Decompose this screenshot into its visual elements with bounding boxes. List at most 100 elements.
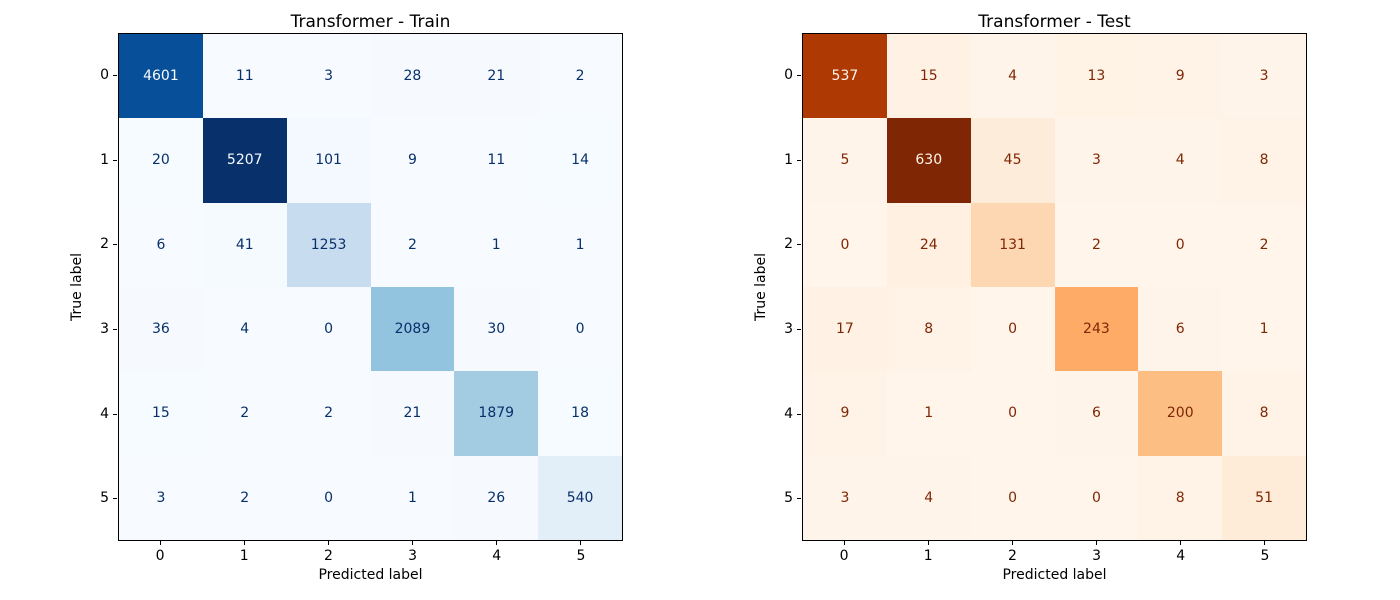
- cell-value: 4: [1008, 68, 1018, 85]
- cell-value: 1: [1259, 321, 1269, 338]
- y-tick-mark: [797, 328, 801, 330]
- cell-r2c5: 1: [538, 202, 622, 287]
- cell-r3c5: 1: [1222, 287, 1306, 372]
- cell-r2c0: 0: [803, 202, 887, 287]
- cell-r0c3: 28: [370, 34, 455, 119]
- cell-value: 2: [575, 68, 585, 85]
- cell-r4c4: 1879: [454, 371, 539, 456]
- cell-value: 21: [487, 68, 506, 85]
- cell-r0c0: 4601: [119, 34, 203, 119]
- cell-r5c0: 3: [803, 455, 887, 540]
- cell-r4c0: 9: [803, 371, 887, 456]
- cell-value: 15: [152, 405, 170, 422]
- cell-r0c3: 13: [1054, 34, 1139, 119]
- cell-value: 20: [152, 152, 170, 169]
- test-heatmap-grid: 537 15 4 13 9 3 5 630 45 3 4 8 0 24 131 2 0 2 17 8 0 243 6 1 9 1 0…: [803, 34, 1306, 540]
- cell-r3c0: 17: [803, 287, 887, 372]
- x-tick-label: 4: [1176, 548, 1186, 564]
- y-tick-label: 3: [100, 320, 109, 337]
- cell-r0c2: 3: [286, 34, 371, 119]
- cell-value: 2: [240, 405, 250, 422]
- y-tick-mark: [797, 413, 801, 415]
- cell-value: 0: [324, 489, 334, 506]
- cell-r3c3: 243: [1054, 287, 1139, 372]
- cell-r2c0: 6: [119, 202, 203, 287]
- y-tick-label: 4: [100, 405, 109, 422]
- test-yaxis-label: True label: [753, 252, 769, 322]
- cell-value: 0: [324, 321, 334, 338]
- cell-value: 8: [1175, 489, 1185, 506]
- y-tick-mark: [797, 498, 801, 500]
- cell-r1c4: 11: [454, 118, 539, 203]
- cell-r5c5: 51: [1222, 455, 1306, 540]
- x-tick-mark: [927, 541, 929, 545]
- x-tick-mark: [243, 541, 245, 545]
- x-tick-label: 3: [408, 548, 418, 564]
- cell-r5c2: 0: [286, 455, 371, 540]
- x-tick-mark: [1096, 541, 1098, 545]
- cell-value: 0: [1008, 321, 1018, 338]
- cell-value: 3: [324, 68, 334, 85]
- cell-r0c4: 9: [1138, 34, 1223, 119]
- cell-r4c5: 8: [1222, 371, 1306, 456]
- y-tick-label: 0: [784, 66, 793, 83]
- cell-r4c0: 15: [119, 371, 203, 456]
- cell-value: 9: [840, 405, 850, 422]
- cell-r3c5: 0: [538, 287, 622, 372]
- cell-r4c2: 2: [286, 371, 371, 456]
- cell-value: 537: [831, 68, 859, 85]
- cell-r1c0: 20: [119, 118, 203, 203]
- cell-r0c0: 537: [803, 34, 887, 119]
- y-tick-label: 5: [784, 490, 793, 507]
- cell-value: 4601: [143, 68, 179, 85]
- cell-value: 1: [407, 489, 417, 506]
- cell-value: 6: [156, 236, 166, 253]
- cell-r3c0: 36: [119, 287, 203, 372]
- y-tick-mark: [113, 159, 117, 161]
- cell-value: 1253: [310, 236, 347, 253]
- cell-value: 4: [924, 489, 934, 506]
- cell-r2c5: 2: [1222, 202, 1306, 287]
- y-tick-label: 4: [784, 405, 793, 422]
- cell-value: 51: [1255, 489, 1273, 506]
- cell-r2c3: 2: [1054, 202, 1139, 287]
- cell-r5c1: 4: [886, 455, 971, 540]
- cell-value: 8: [1259, 405, 1269, 422]
- cell-value: 1879: [478, 405, 515, 422]
- cell-r4c4: 200: [1138, 371, 1223, 456]
- cell-r5c3: 1: [370, 455, 455, 540]
- train-plot-title: Transformer - Train: [290, 12, 451, 32]
- cell-value: 11: [235, 68, 254, 85]
- cell-value: 3: [1091, 152, 1101, 169]
- cell-value: 4: [240, 321, 250, 338]
- cell-r4c1: 1: [886, 371, 971, 456]
- cell-r2c4: 0: [1138, 202, 1223, 287]
- cell-value: 8: [1259, 152, 1269, 169]
- x-tick-label: 2: [323, 548, 333, 564]
- cell-value: 30: [487, 321, 506, 338]
- cell-value: 0: [1175, 236, 1185, 253]
- y-tick-label: 0: [100, 66, 109, 83]
- x-tick-mark: [1264, 541, 1266, 545]
- cell-r2c1: 24: [886, 202, 971, 287]
- x-tick-mark: [580, 541, 582, 545]
- y-tick-label: 5: [100, 490, 109, 507]
- cell-r1c1: 630: [886, 118, 971, 203]
- y-tick-mark: [797, 244, 801, 246]
- x-tick-label: 1: [923, 548, 933, 564]
- cell-value: 5: [840, 152, 850, 169]
- cell-value: 131: [999, 236, 1026, 253]
- cell-value: 36: [152, 321, 170, 338]
- cell-value: 630: [915, 152, 943, 169]
- x-tick-mark: [327, 541, 329, 545]
- y-tick-mark: [113, 498, 117, 500]
- cell-r5c0: 3: [119, 455, 203, 540]
- cell-value: 41: [235, 236, 254, 253]
- cell-value: 3: [1259, 68, 1269, 85]
- y-tick-label: 3: [784, 320, 793, 337]
- cell-value: 15: [919, 68, 938, 85]
- train-xaxis-label: Predicted label: [318, 567, 423, 583]
- cell-r2c2: 131: [970, 202, 1055, 287]
- cell-value: 243: [1083, 321, 1110, 338]
